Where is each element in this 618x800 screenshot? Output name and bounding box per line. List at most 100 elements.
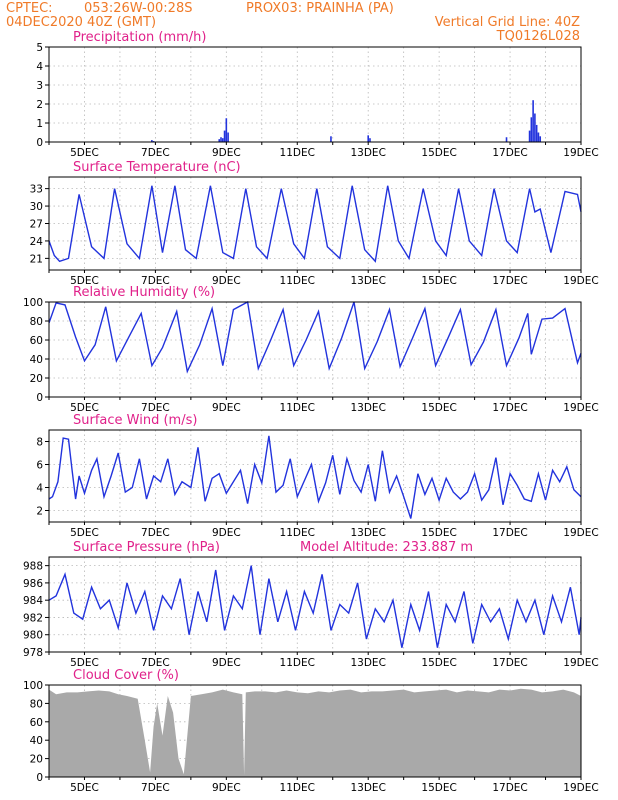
x-tick-label: 13DEC — [350, 275, 385, 287]
x-tick-label: 15DEC — [421, 527, 456, 539]
x-tick-label: 13DEC — [350, 147, 385, 159]
y-tick-label: 978 — [23, 647, 43, 659]
precip-bar — [369, 138, 371, 142]
x-tick-label: 5DEC — [70, 782, 99, 794]
x-tick-label: 19DEC — [563, 657, 598, 669]
y-tick-label: 982 — [23, 612, 43, 624]
x-tick-label: 15DEC — [421, 402, 456, 414]
x-tick-label: 19DEC — [563, 275, 598, 287]
y-tick-label: 20 — [30, 373, 43, 385]
series-line — [48, 565, 582, 648]
x-tick-label: 15DEC — [421, 275, 456, 287]
y-tick-label: 20 — [30, 754, 43, 766]
precip-bar — [535, 124, 538, 142]
y-tick-label: 24 — [30, 236, 44, 248]
y-tick-label: 984 — [23, 595, 43, 607]
series-line — [48, 300, 582, 374]
y-tick-label: 2 — [36, 99, 43, 111]
y-tick-label: 60 — [30, 335, 43, 347]
x-tick-label: 15DEC — [421, 657, 456, 669]
x-tick-label: 13DEC — [350, 657, 385, 669]
precip-bar — [330, 136, 332, 142]
x-tick-label: 9DEC — [212, 147, 241, 159]
x-tick-label: 17DEC — [492, 657, 527, 669]
x-tick-label: 5DEC — [70, 657, 99, 669]
x-tick-label: 17DEC — [492, 402, 527, 414]
x-tick-label: 17DEC — [492, 147, 527, 159]
precip-bar — [528, 130, 531, 142]
x-tick-label: 9DEC — [212, 402, 241, 414]
precip-bar — [505, 137, 508, 142]
x-tick-label: 7DEC — [141, 657, 170, 669]
panel-title: Cloud Cover (%) — [73, 668, 179, 683]
y-tick-label: 1 — [36, 118, 43, 130]
y-tick-label: 80 — [30, 698, 43, 710]
y-tick-label: 27 — [30, 219, 43, 231]
panel-frame — [48, 301, 582, 398]
x-tick-label: 9DEC — [212, 657, 241, 669]
precip-bar — [532, 100, 534, 142]
header-org: CPTEC: — [6, 1, 53, 16]
y-tick-label: 4 — [36, 61, 43, 73]
y-tick-label: 60 — [30, 717, 43, 729]
y-tick-label: 0 — [36, 392, 43, 404]
x-tick-label: 17DEC — [492, 275, 527, 287]
x-tick-label: 13DEC — [350, 402, 385, 414]
precip-bar — [220, 137, 222, 142]
precip-bar — [225, 118, 228, 142]
x-tick-label: 7DEC — [141, 527, 170, 539]
y-tick-label: 40 — [30, 735, 43, 747]
y-tick-label: 100 — [23, 297, 43, 309]
x-tick-label: 17DEC — [492, 527, 527, 539]
x-tick-label: 9DEC — [212, 527, 241, 539]
y-tick-label: 33 — [30, 184, 43, 196]
precip-bar — [539, 136, 542, 142]
panel-4: Surface Wind (m/s) 2 4 6 8 5DEC 7DEC 9DEC 11DEC 1… — [36, 413, 598, 539]
precip-bar — [227, 132, 229, 142]
panel-title: Surface Pressure (hPa) — [73, 540, 220, 555]
precip-bar — [218, 139, 221, 142]
panel-frame — [48, 429, 582, 523]
y-tick-label: 3 — [36, 80, 43, 92]
x-tick-label: 7DEC — [141, 275, 170, 287]
panel-1: Precipitation (mm/h) 0 1 2 3 4 5 5DEC 7DEC 9DEC 11… — [36, 30, 598, 159]
x-tick-label: 19DEC — [563, 527, 598, 539]
y-tick-label: 5 — [36, 42, 43, 54]
panel-title: Surface Wind (m/s) — [73, 413, 197, 428]
panel-5: Surface Pressure (hPa) Model Altitude: 23… — [23, 540, 599, 669]
precip-bar — [367, 135, 369, 142]
x-tick-label: 5DEC — [70, 527, 99, 539]
x-tick-label: 15DEC — [421, 147, 456, 159]
precip-bar — [221, 138, 224, 142]
x-tick-label: 11DEC — [280, 147, 315, 159]
x-tick-label: 11DEC — [280, 527, 315, 539]
y-tick-label: 6 — [36, 460, 43, 472]
x-tick-label: 13DEC — [350, 782, 385, 794]
y-tick-label: 980 — [23, 630, 43, 642]
header-station: PROX03: PRAINHA (PA) — [246, 1, 394, 16]
x-tick-label: 7DEC — [141, 782, 170, 794]
y-tick-label: 986 — [23, 578, 43, 590]
precip-bar — [534, 113, 536, 142]
x-tick-label: 13DEC — [350, 527, 385, 539]
precip-bar — [537, 132, 540, 142]
x-tick-label: 9DEC — [212, 782, 241, 794]
panel-frame — [48, 556, 582, 653]
y-tick-label: 0 — [36, 137, 43, 149]
x-tick-label: 9DEC — [212, 275, 241, 287]
precip-bar — [223, 130, 226, 142]
panel-title: Precipitation (mm/h) — [73, 30, 206, 45]
x-tick-label: 11DEC — [280, 275, 315, 287]
series-line — [48, 185, 582, 263]
panel-title: Surface Temperature (nC) — [73, 160, 241, 175]
x-tick-label: 5DEC — [70, 275, 99, 287]
y-tick-label: 0 — [36, 772, 43, 784]
x-tick-label: 19DEC — [563, 147, 598, 159]
y-tick-label: 40 — [30, 354, 43, 366]
panel-title: Relative Humidity (%) — [73, 285, 215, 300]
panel-frame — [48, 46, 582, 143]
header-run: 04DEC2020 40Z (GMT) — [6, 15, 156, 30]
precip-bar — [151, 140, 153, 142]
x-tick-label: 7DEC — [141, 402, 170, 414]
